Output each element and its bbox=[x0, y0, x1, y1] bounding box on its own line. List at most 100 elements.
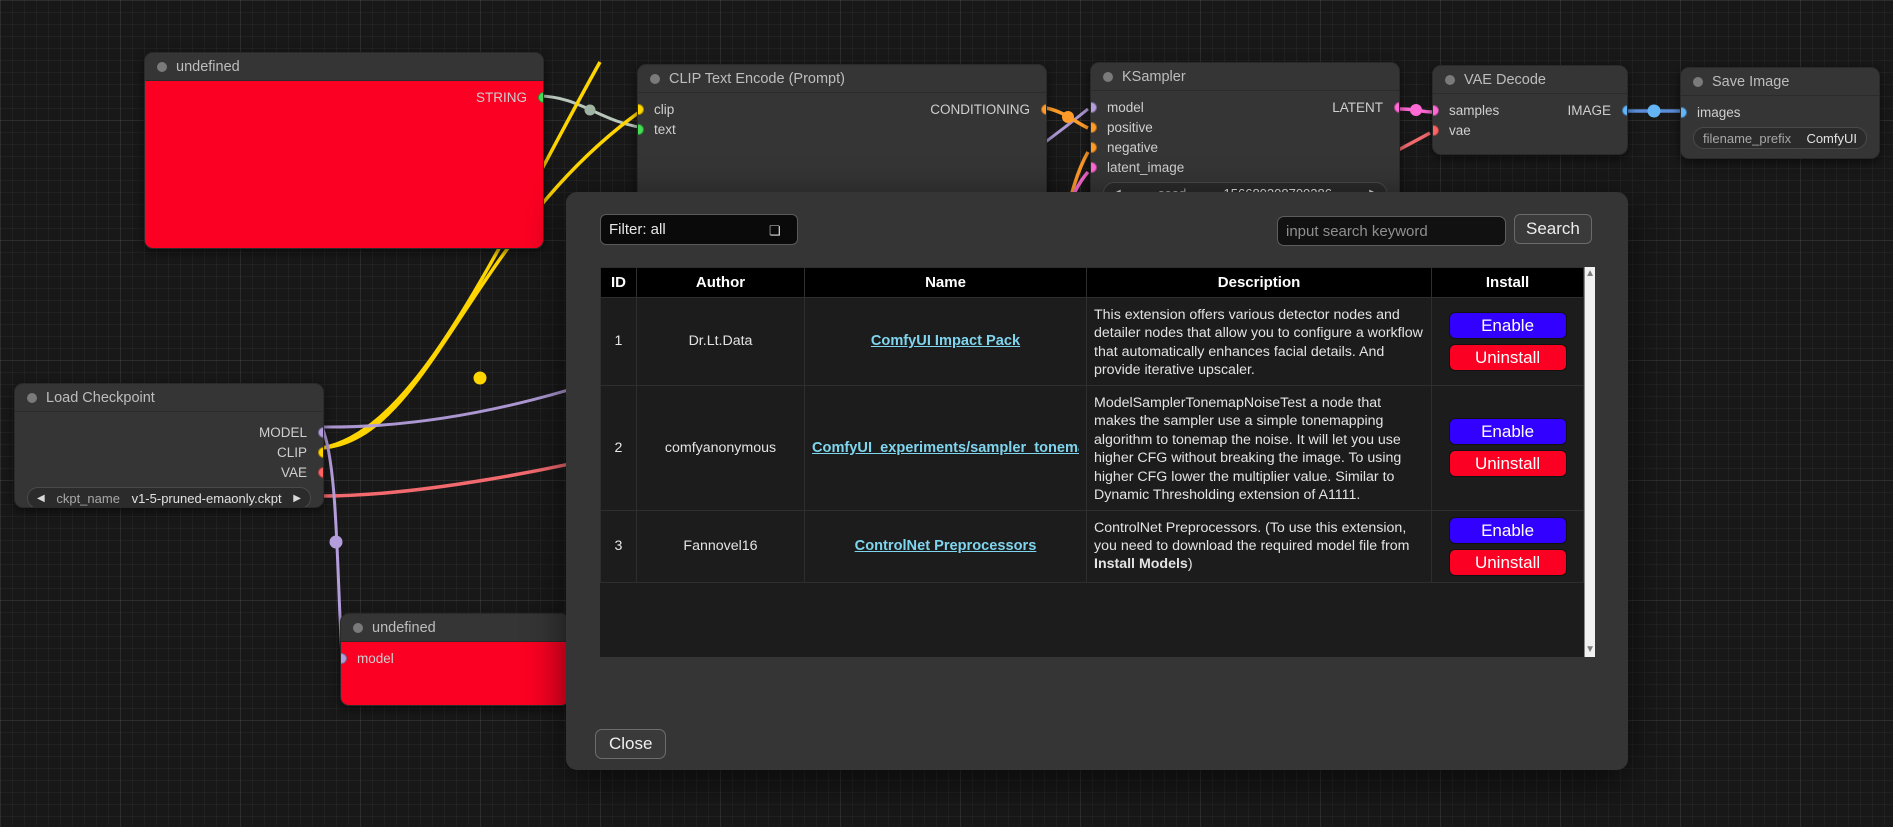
collapse-dot-icon[interactable] bbox=[157, 61, 167, 72]
input-slot-model[interactable]: model bbox=[341, 648, 569, 668]
output-slot-clip[interactable]: CLIP bbox=[15, 442, 323, 462]
output-dot-icon[interactable] bbox=[1621, 105, 1627, 116]
cell-install: Enable Uninstall bbox=[1431, 384, 1585, 511]
extension-link[interactable]: ControlNet Preprocessors bbox=[854, 538, 1037, 555]
input-dot-icon[interactable] bbox=[638, 124, 644, 135]
widget-filename-prefix[interactable]: filename_prefix ComfyUI bbox=[1693, 127, 1867, 149]
input-slot-negative[interactable]: negative bbox=[1091, 137, 1399, 157]
output-slot-string[interactable]: STRING bbox=[145, 87, 543, 107]
input-slot-vae[interactable]: vae bbox=[1433, 120, 1627, 140]
output-dot-icon[interactable] bbox=[317, 427, 323, 438]
collapse-dot-icon[interactable] bbox=[650, 73, 660, 84]
output-dot-icon[interactable] bbox=[1040, 104, 1046, 115]
input-slot-text[interactable]: text bbox=[638, 119, 1046, 139]
enable-button[interactable]: Enable bbox=[1448, 516, 1567, 544]
input-label: samples bbox=[1449, 102, 1500, 118]
column-header-name: Name bbox=[804, 267, 1087, 298]
column-header-id: ID bbox=[600, 267, 637, 298]
cell-install: Enable Uninstall bbox=[1431, 297, 1585, 386]
cell-author: comfyanonymous bbox=[636, 384, 805, 511]
input-dot-icon[interactable] bbox=[341, 653, 347, 664]
widget-ckpt-name[interactable]: ◀ ckpt_name v1-5-pruned-emaonly.ckpt ▶ bbox=[27, 487, 311, 507]
node-body: MODEL CLIP VAE ◀ ckpt_name v1-5-pruned-e… bbox=[15, 412, 323, 507]
collapse-dot-icon[interactable] bbox=[27, 392, 37, 403]
input-dot-icon[interactable] bbox=[1091, 162, 1097, 173]
node-title-bar[interactable]: undefined bbox=[341, 614, 569, 642]
node-title-text: VAE Decode bbox=[1464, 71, 1546, 88]
node-title-bar[interactable]: Save Image bbox=[1681, 68, 1879, 96]
widget-name: filename_prefix bbox=[1703, 130, 1792, 146]
node-undefined-model[interactable]: undefined model bbox=[340, 613, 570, 706]
input-slot-images[interactable]: images bbox=[1681, 102, 1879, 122]
input-dot-icon[interactable] bbox=[1091, 122, 1097, 133]
node-title-bar[interactable]: Load Checkpoint bbox=[15, 384, 323, 412]
input-label: latent_image bbox=[1107, 159, 1185, 175]
node-load-checkpoint[interactable]: Load Checkpoint MODEL CLIP VAE ◀ ckpt_na… bbox=[14, 383, 324, 508]
output-dot-icon[interactable] bbox=[317, 447, 323, 458]
extension-link[interactable]: ComfyUI_experiments/sampler_tonemap bbox=[812, 439, 1079, 456]
node-title-bar[interactable]: VAE Decode bbox=[1433, 66, 1627, 94]
node-title-text: Load Checkpoint bbox=[46, 389, 155, 406]
input-label: negative bbox=[1107, 139, 1159, 155]
node-title-bar[interactable]: undefined bbox=[145, 53, 543, 81]
input-slot-positive[interactable]: positive bbox=[1091, 117, 1399, 137]
input-slot-latent-image[interactable]: latent_image bbox=[1091, 157, 1399, 177]
node-title-text: undefined bbox=[372, 619, 436, 636]
table-vertical-scrollbar[interactable]: ▲ ▼ bbox=[1584, 267, 1595, 657]
node-title-text: KSampler bbox=[1122, 68, 1186, 85]
collapse-dot-icon[interactable] bbox=[1445, 74, 1455, 85]
uninstall-button[interactable]: Uninstall bbox=[1448, 548, 1567, 576]
output-slot-model[interactable]: MODEL bbox=[15, 422, 323, 442]
extensions-table-container: ID Author Name Description Install 1 Dr.… bbox=[600, 267, 1595, 657]
search-button[interactable]: Search bbox=[1514, 214, 1592, 244]
output-label: CLIP bbox=[276, 444, 307, 460]
description-suffix: ) bbox=[1187, 556, 1193, 573]
close-button[interactable]: Close bbox=[595, 729, 667, 759]
node-undefined-string[interactable]: undefined STRING bbox=[144, 52, 544, 249]
cell-description: This extension offers various detector n… bbox=[1085, 297, 1433, 386]
input-dot-icon[interactable] bbox=[1681, 107, 1687, 118]
output-label: STRING bbox=[475, 89, 527, 105]
node-title-bar[interactable]: CLIP Text Encode (Prompt) bbox=[638, 65, 1046, 93]
input-slot-model[interactable]: model LATENT bbox=[1091, 97, 1399, 117]
output-slot-vae[interactable]: VAE bbox=[15, 462, 323, 482]
widget-value[interactable]: ComfyUI bbox=[1806, 130, 1857, 146]
input-dot-icon[interactable] bbox=[1433, 105, 1439, 116]
output-dot-icon[interactable] bbox=[1393, 102, 1399, 113]
collapse-dot-icon[interactable] bbox=[1103, 71, 1113, 82]
output-dot-icon[interactable] bbox=[537, 92, 543, 103]
increment-arrow-icon[interactable]: ▶ bbox=[293, 492, 301, 504]
uninstall-button[interactable]: Uninstall bbox=[1448, 450, 1567, 478]
input-dot-icon[interactable] bbox=[1433, 125, 1439, 136]
input-dot-icon[interactable] bbox=[1091, 142, 1097, 153]
extensions-table-scroll[interactable]: ID Author Name Description Install 1 Dr.… bbox=[600, 267, 1585, 657]
node-title-bar[interactable]: KSampler bbox=[1091, 63, 1399, 91]
widget-value[interactable]: v1-5-pruned-emaonly.ckpt bbox=[131, 490, 282, 506]
enable-button[interactable]: Enable bbox=[1448, 418, 1567, 446]
scroll-up-arrow-icon[interactable]: ▲ bbox=[1585, 268, 1595, 279]
collapse-dot-icon[interactable] bbox=[353, 622, 363, 633]
cell-description: ModelSamplerTonemapNoiseTest a node that… bbox=[1085, 384, 1433, 511]
extension-link[interactable]: ComfyUI Impact Pack bbox=[870, 333, 1021, 350]
input-slot-samples[interactable]: samples IMAGE bbox=[1433, 100, 1627, 120]
collapse-dot-icon[interactable] bbox=[1693, 76, 1703, 87]
uninstall-button[interactable]: Uninstall bbox=[1448, 343, 1567, 371]
filter-select[interactable]: Filter: all bbox=[600, 214, 798, 245]
node-vae-decode[interactable]: VAE Decode samples IMAGE vae bbox=[1432, 65, 1628, 155]
description-text: ControlNet Preprocessors. (To use this e… bbox=[1094, 519, 1410, 554]
input-dot-icon[interactable] bbox=[1091, 102, 1097, 113]
column-header-author: Author bbox=[636, 267, 805, 298]
decrement-arrow-icon[interactable]: ◀ bbox=[37, 492, 45, 504]
input-slot-clip[interactable]: clip CONDITIONING bbox=[638, 99, 1046, 119]
scroll-down-arrow-icon[interactable]: ▼ bbox=[1585, 644, 1595, 655]
input-label: model bbox=[357, 650, 394, 666]
node-save-image[interactable]: Save Image images filename_prefix ComfyU… bbox=[1680, 67, 1880, 159]
search-input[interactable] bbox=[1277, 216, 1506, 246]
table-row: 1 Dr.Lt.Data ComfyUI Impact Pack This ex… bbox=[600, 297, 1585, 386]
output-dot-icon[interactable] bbox=[317, 467, 323, 478]
enable-button[interactable]: Enable bbox=[1448, 311, 1567, 339]
node-title-text: undefined bbox=[176, 58, 240, 75]
input-dot-icon[interactable] bbox=[638, 104, 644, 115]
node-body: images filename_prefix ComfyUI bbox=[1681, 96, 1879, 158]
